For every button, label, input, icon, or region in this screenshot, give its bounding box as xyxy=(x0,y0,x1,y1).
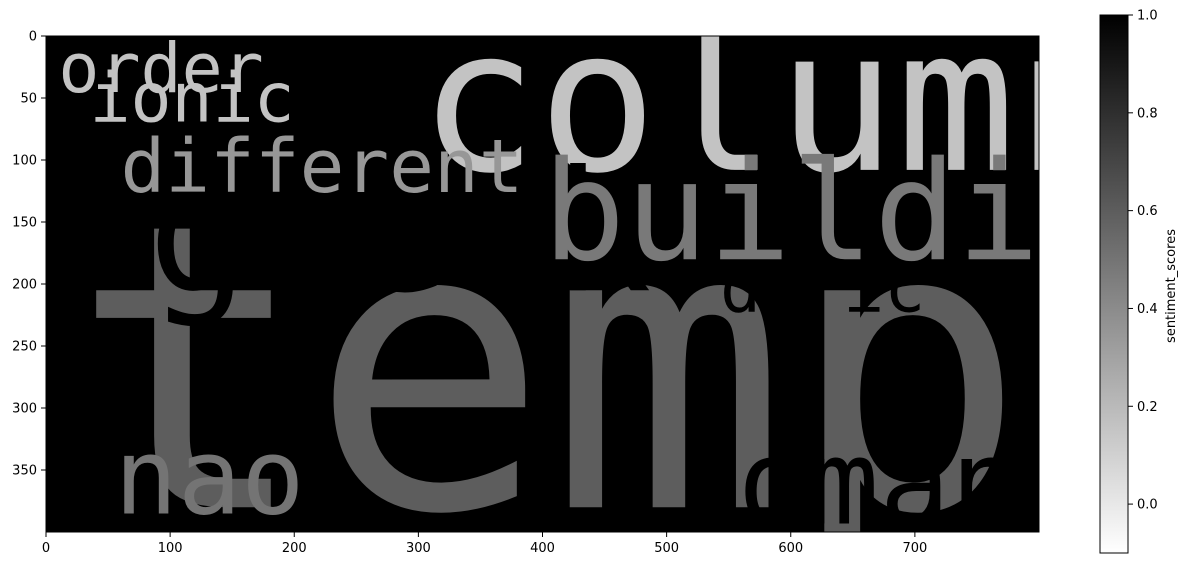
word-ionic: ionic xyxy=(89,60,294,139)
colorbar-tick-label: 1.0 xyxy=(1137,9,1158,24)
colorbar-gradient xyxy=(1099,14,1129,554)
colorbar-tick-label: 0.0 xyxy=(1137,498,1158,513)
colorbar-tick-label: 0.4 xyxy=(1137,302,1158,317)
x-axis: 0 100 200 300 400 500 600 700 xyxy=(42,532,927,556)
word-building: building xyxy=(543,132,1188,292)
word-column: column xyxy=(418,0,1135,217)
word-different: different xyxy=(120,123,523,210)
word-order: order xyxy=(58,30,263,109)
colorbar-label: sentiment_scores xyxy=(1164,229,1179,343)
colorbar-tick-label: 0.2 xyxy=(1137,400,1158,415)
y-tick-label: 200 xyxy=(12,278,37,293)
x-tick-label: 0 xyxy=(42,541,50,556)
words-layer: templecolumngreekbuilding roman nao differe… xyxy=(58,0,1188,566)
y-tick-label: 0 xyxy=(29,30,37,45)
y-tick-label: 300 xyxy=(12,402,37,417)
word-roman: roman xyxy=(667,414,1022,551)
word-doric: doric xyxy=(720,249,925,328)
x-tick-label: 400 xyxy=(530,541,555,556)
x-tick-label: 500 xyxy=(654,541,679,556)
plot-area: templecolumngreekbuilding roman nao differe… xyxy=(45,0,1188,566)
word-temple: temple xyxy=(71,139,1188,566)
colorbar: 0.0 0.2 0.4 0.6 0.8 1.0 sentiment_scores xyxy=(1099,9,1179,554)
y-tick-label: 150 xyxy=(12,216,37,231)
word-greek: greek xyxy=(148,136,652,330)
colorbar-tick-label: 0.6 xyxy=(1137,204,1158,219)
y-axis: 0 50 100 150 200 250 300 350 xyxy=(12,30,46,479)
x-tick-label: 300 xyxy=(406,541,431,556)
x-tick-label: 700 xyxy=(902,541,927,556)
x-tick-label: 200 xyxy=(282,541,307,556)
x-tick-label: 600 xyxy=(778,541,803,556)
x-tick-label: 100 xyxy=(158,541,183,556)
colorbar-ticks: 0.0 0.2 0.4 0.6 0.8 1.0 xyxy=(1128,9,1158,513)
colorbar-tick-label: 0.8 xyxy=(1137,106,1158,121)
wordcloud-background xyxy=(46,36,1039,532)
word-nao: nao xyxy=(114,415,304,538)
y-tick-label: 250 xyxy=(12,340,37,355)
y-tick-label: 100 xyxy=(12,154,37,169)
y-tick-label: 50 xyxy=(20,92,37,107)
y-tick-label: 350 xyxy=(12,464,37,479)
